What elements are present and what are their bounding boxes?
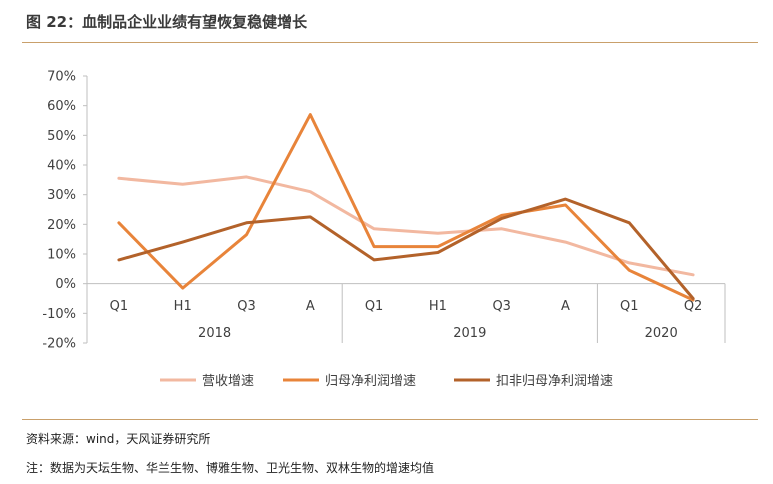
series-line-3 (117, 197, 695, 300)
legend-label: 归母净利润增速 (325, 374, 416, 389)
x-group-label: 2018 (198, 326, 231, 341)
x-tick-label: Q1 (620, 299, 639, 314)
y-tick-label: 20% (47, 218, 76, 233)
x-group-label: 2020 (645, 326, 678, 341)
x-tick-label: Q1 (365, 299, 384, 314)
series-line-1 (117, 175, 695, 277)
y-tick-label: 10% (47, 248, 76, 263)
footnote: 注：数据为天坛生物、华兰生物、博雅生物、卫光生物、双林生物的增速均值 (26, 461, 435, 475)
series-line-2 (117, 113, 695, 302)
x-tick-label: Q2 (684, 299, 703, 314)
series-lines (117, 113, 695, 302)
y-tick-label: 50% (47, 129, 76, 144)
legend-label: 扣非归母净利润增速 (496, 374, 613, 389)
y-tick-label: 40% (47, 159, 76, 174)
top-divider (22, 42, 758, 43)
axes: 70% 60% 50% 40% 30% 20% 10% 0% -10% -20% Q1 H1 Q3 A Q1… (42, 70, 726, 352)
y-tick-label: -10% (42, 307, 76, 322)
chart-title: 图 22：血制品企业业绩有望恢复稳健增长 (26, 13, 308, 31)
x-tick-label: H1 (174, 299, 192, 314)
y-tick-label: 60% (47, 99, 76, 114)
x-tick-label: A (561, 299, 570, 314)
bottom-divider (22, 419, 758, 420)
line-chart: 70% 60% 50% 40% 30% 20% 10% 0% -10% -20% Q1 H1 Q3 A Q1… (42, 70, 726, 389)
y-tick-label: 30% (47, 188, 76, 203)
x-tick-label: H1 (429, 299, 447, 314)
y-tick-label: 0% (55, 277, 76, 292)
x-tick-label: A (306, 299, 315, 314)
y-tick-label: -20% (42, 337, 76, 352)
y-tick-label: 70% (47, 70, 76, 85)
source-note: 资料来源：wind，天风证券研究所 (26, 432, 211, 446)
x-tick-label: Q3 (237, 299, 256, 314)
x-tick-label: Q3 (492, 299, 511, 314)
legend-label: 营收增速 (202, 374, 254, 389)
x-group-label: 2019 (453, 326, 486, 341)
x-tick-label: Q1 (110, 299, 129, 314)
legend: 营收增速 归母净利润增速 扣非归母净利润增速 (160, 374, 613, 389)
